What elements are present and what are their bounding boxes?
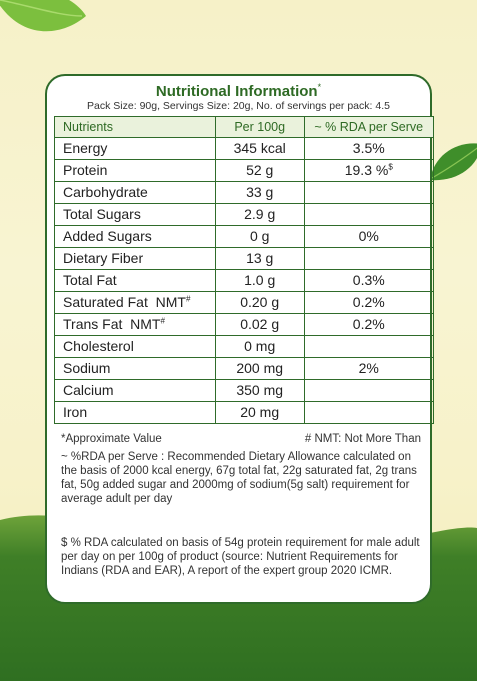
nutrient-rda	[303, 401, 435, 424]
leaf-icon-top	[0, 0, 86, 32]
nutrient-value: 52 g	[214, 159, 305, 182]
table-header-row: Nutrients Per 100g ~ % RDA per Serve	[54, 116, 435, 138]
table-row: Energy 345 kcal 3.5%	[54, 137, 435, 160]
nutrient-rda	[303, 247, 435, 270]
nutrient-rda	[303, 203, 435, 226]
footnote-rda-definition: ~ %RDA per Serve : Recommended Dietary A…	[61, 451, 417, 505]
nutrient-rda: 0%	[303, 225, 435, 248]
footnote-approx: *Approximate Value	[61, 433, 162, 445]
title-asterisk: *	[317, 82, 322, 92]
nutrient-name: Energy	[54, 137, 216, 160]
table-row: Iron 20 mg	[54, 401, 435, 424]
footnote-nmt: # NMT: Not More Than	[304, 433, 421, 445]
nutrient-name: Iron	[54, 401, 216, 424]
nutrient-name: Cholesterol	[54, 335, 216, 358]
nutrient-rda: 3.5%	[303, 137, 435, 160]
nutrient-rda: 0.2%	[303, 291, 435, 314]
pack-info: Pack Size: 90g, Servings Size: 20g, No. …	[87, 100, 390, 112]
nutrient-name: Calcium	[54, 379, 216, 402]
nutrient-name: Sodium	[54, 357, 216, 380]
table-row: Trans Fat NMT# 0.02 g 0.2%	[54, 313, 435, 336]
table-row: Saturated Fat NMT# 0.20 g 0.2%	[54, 291, 435, 314]
table-row: Total Fat 1.0 g 0.3%	[54, 269, 435, 292]
table-row: Total Sugars 2.9 g	[54, 203, 435, 226]
header-per-100g: Per 100g	[214, 116, 305, 138]
nutrient-rda: 0.2%	[303, 313, 435, 336]
table-row: Carbohydrate 33 g	[54, 181, 435, 204]
nutrient-name: Protein	[54, 159, 216, 182]
nutrient-rda	[303, 335, 435, 358]
title-text: Nutritional Information	[155, 83, 318, 100]
rda-value: 19.3 %	[344, 162, 389, 178]
nutrient-value: 2.9 g	[214, 203, 305, 226]
nutrient-value: 13 g	[214, 247, 305, 270]
nutrient-value: 350 mg	[214, 379, 305, 402]
nutrient-name: Added Sugars	[54, 225, 216, 248]
page-title: Nutritional Information*	[47, 82, 430, 100]
table-row: Added Sugars 0 g 0%	[54, 225, 435, 248]
nutrient-value: 0.02 g	[214, 313, 305, 336]
nutrient-value: 345 kcal	[214, 137, 305, 160]
nutrient-value: 1.0 g	[214, 269, 305, 292]
header-rda: ~ % RDA per Serve	[303, 116, 435, 138]
table-row: Protein 52 g 19.3 %$	[54, 159, 435, 182]
nutrient-label: Trans Fat NMT	[63, 316, 161, 332]
nutrient-rda	[303, 181, 435, 204]
nutrient-name: Carbohydrate	[54, 181, 216, 204]
footnote-approx-row: *Approximate Value # NMT: Not More Than	[61, 432, 421, 446]
nutrient-name: Dietary Fiber	[54, 247, 216, 270]
nutrient-value: 33 g	[214, 181, 305, 204]
table-row: Dietary Fiber 13 g	[54, 247, 435, 270]
nutrient-value: 0.20 g	[214, 291, 305, 314]
nutrient-name: Total Fat	[54, 269, 216, 292]
nutrient-value: 0 mg	[214, 335, 305, 358]
leaf-icon-right	[430, 143, 477, 181]
footnote-rda-protein: $ % RDA calculated on basis of 54g prote…	[61, 537, 420, 577]
table-row: Calcium 350 mg	[54, 379, 435, 402]
nutrient-name: Trans Fat NMT#	[54, 313, 216, 336]
table-row: Sodium 200 mg 2%	[54, 357, 435, 380]
nutrient-value: 0 g	[214, 225, 305, 248]
rda-mark: $	[388, 162, 393, 172]
nutrient-value: 20 mg	[214, 401, 305, 424]
table-row: Cholesterol 0 mg	[54, 335, 435, 358]
nmt-mark: #	[185, 294, 191, 304]
nutrient-rda: 19.3 %$	[303, 159, 435, 182]
nutrition-table: Nutrients Per 100g ~ % RDA per Serve Ene…	[54, 116, 435, 424]
nutrient-rda: 0.3%	[303, 269, 435, 292]
nutrient-rda	[303, 379, 435, 402]
nutrition-card: Nutritional Information* Pack Size: 90g,…	[45, 74, 435, 604]
nutrient-name: Saturated Fat NMT#	[54, 291, 216, 314]
nutrient-name: Total Sugars	[54, 203, 216, 226]
header-nutrients: Nutrients	[54, 116, 216, 138]
nutrient-value: 200 mg	[214, 357, 305, 380]
nutrient-rda: 2%	[303, 357, 435, 380]
nutrient-label: Saturated Fat NMT	[63, 294, 186, 310]
nmt-mark: #	[160, 316, 165, 326]
